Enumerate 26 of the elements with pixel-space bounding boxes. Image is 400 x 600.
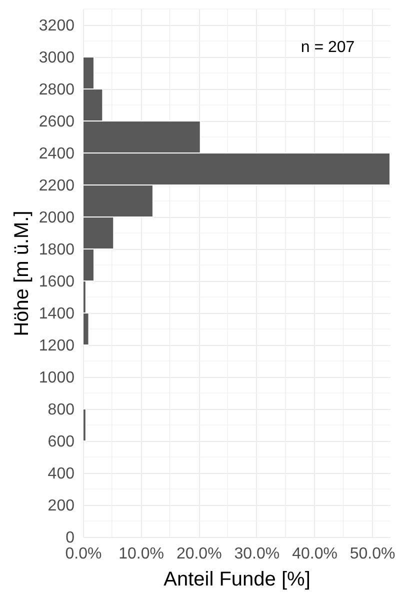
y-tick-label: 2200	[38, 178, 75, 194]
x-tick-label: 30.0%	[234, 546, 280, 562]
y-tick-label: 400	[48, 466, 75, 482]
y-tick-label: 600	[48, 434, 75, 450]
y-tick-label: 1800	[38, 242, 75, 258]
x-tick-label: 50.0%	[350, 546, 396, 562]
y-tick-label: 3000	[38, 50, 75, 66]
y-tick-label: 200	[48, 498, 75, 514]
annotation: n = 207	[300, 39, 355, 56]
y-tick-label: 2800	[38, 82, 75, 98]
y-tick-label: 2000	[38, 210, 75, 226]
y-tick-label: 1400	[38, 306, 75, 322]
y-tick-label: 1200	[38, 338, 75, 354]
y-axis-title: Höhe [m ü.M.]	[10, 210, 33, 336]
y-tick-label: 2400	[38, 146, 75, 162]
y-tick-label: 3200	[38, 18, 75, 34]
x-tick-label: 40.0%	[292, 546, 338, 562]
x-axis-title: Anteil Funde [%]	[164, 568, 310, 590]
y-tick-label: 800	[48, 402, 75, 418]
y-tick-label: 2600	[38, 114, 75, 130]
x-tick-label: 10.0%	[118, 546, 164, 562]
y-tick-label: 1000	[38, 370, 75, 386]
y-tick-label: 0	[66, 530, 75, 546]
x-tick-label: 20.0%	[176, 546, 222, 562]
y-tick-label: 1600	[38, 274, 75, 290]
x-tick-label: 0.0%	[65, 546, 102, 562]
